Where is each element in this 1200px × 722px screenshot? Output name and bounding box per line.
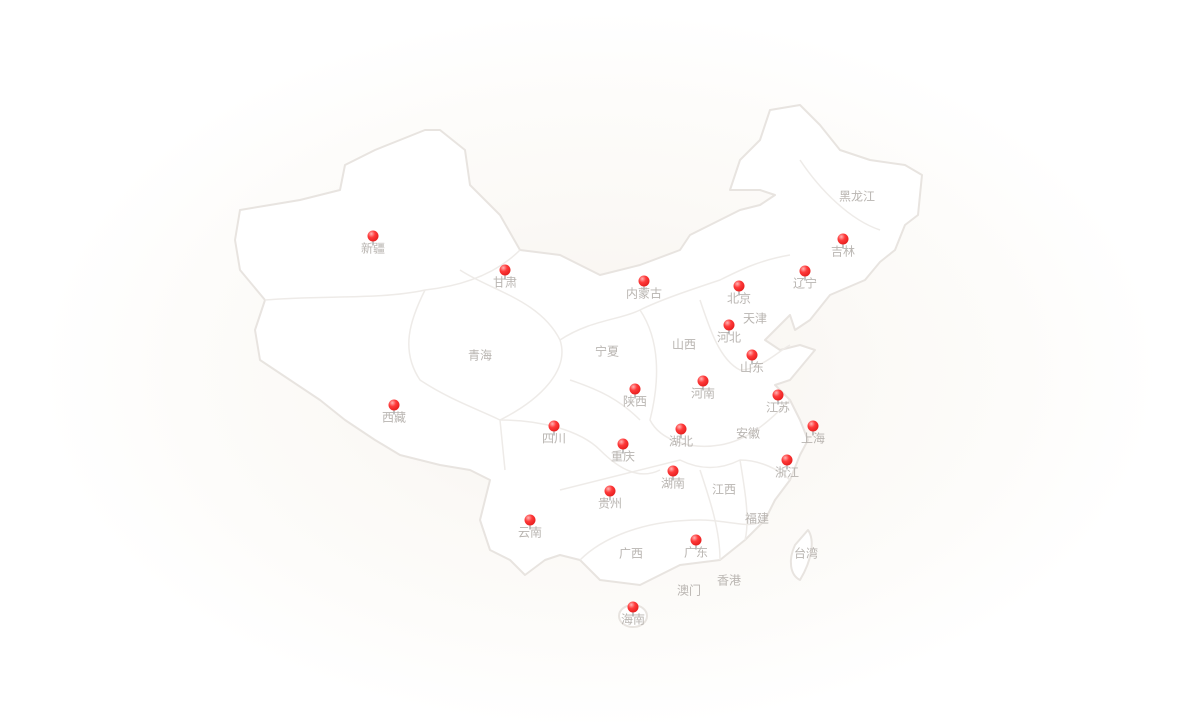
map-pin-icon[interactable] [629, 383, 641, 399]
map-pin-icon[interactable] [499, 264, 511, 280]
province-label: 江西 [711, 482, 737, 497]
province-label: 河北 [716, 330, 742, 345]
map-pin-icon[interactable] [697, 375, 709, 391]
province-label: 河南 [690, 386, 716, 401]
province-label: 吉林 [830, 244, 856, 259]
map-pin-icon[interactable] [667, 465, 679, 481]
map-pin-icon[interactable] [675, 423, 687, 439]
province-label: 上海 [800, 431, 826, 446]
province-label: 广东 [683, 545, 709, 560]
province-label: 辽宁 [792, 276, 818, 291]
province-label: 山东 [739, 360, 765, 375]
map-pin-icon[interactable] [604, 485, 616, 501]
map-pin-icon[interactable] [638, 275, 650, 291]
province-label: 福建 [744, 511, 770, 526]
province-label: 广西 [618, 546, 644, 561]
map-pin-icon[interactable] [837, 233, 849, 249]
province-label: 海南 [620, 612, 646, 627]
province-label: 北京 [726, 291, 752, 306]
province-borders [264, 159, 881, 561]
province-label: 新疆 [360, 241, 386, 256]
taiwan-island [789, 529, 813, 581]
map-pin-icon[interactable] [524, 514, 536, 530]
mainland-outline [234, 104, 923, 586]
map-pin-icon[interactable] [617, 438, 629, 454]
province-label: 澳门 [676, 583, 702, 598]
province-label: 重庆 [610, 449, 636, 464]
province-label: 安徽 [735, 426, 761, 441]
province-label: 湖南 [660, 476, 686, 491]
map-pin-icon[interactable] [807, 420, 819, 436]
map-pin-icon[interactable] [733, 280, 745, 296]
map-pin-icon[interactable] [799, 265, 811, 281]
province-label: 江苏 [765, 400, 791, 415]
map-pin-icon[interactable] [388, 399, 400, 415]
map-pin-icon[interactable] [627, 601, 639, 617]
map-pin-icon[interactable] [772, 389, 784, 405]
province-label: 香港 [716, 573, 742, 588]
province-label: 内蒙古 [625, 286, 663, 301]
province-label: 台湾 [793, 546, 819, 561]
province-label: 陕西 [622, 394, 648, 409]
province-label: 宁夏 [594, 344, 620, 359]
province-label: 西藏 [381, 410, 407, 425]
map-pin-icon[interactable] [746, 349, 758, 365]
province-label: 湖北 [668, 434, 694, 449]
province-label: 山西 [671, 337, 697, 352]
province-label: 天津 [742, 311, 768, 326]
province-label: 贵州 [597, 496, 623, 511]
map-pin-icon[interactable] [367, 230, 379, 246]
province-label: 云南 [517, 525, 543, 540]
province-label: 青海 [467, 348, 493, 363]
province-label: 四川 [541, 431, 567, 446]
map-pin-icon[interactable] [723, 319, 735, 335]
province-label: 甘肃 [492, 275, 518, 290]
province-label: 浙江 [774, 465, 800, 480]
map-pin-icon[interactable] [548, 420, 560, 436]
map-pin-icon[interactable] [781, 454, 793, 470]
map-pin-icon[interactable] [690, 534, 702, 550]
province-label: 黑龙江 [838, 189, 876, 204]
